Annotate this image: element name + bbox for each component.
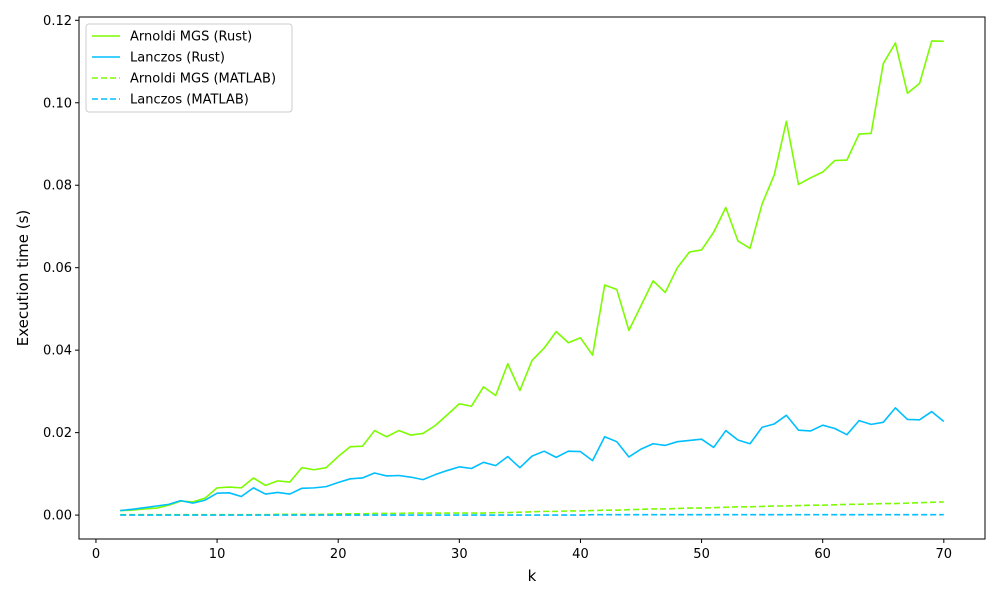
y-tick-label: 0.04 — [43, 344, 72, 359]
y-tick-label: 0.02 — [43, 426, 72, 441]
series-line-lanczos-rust — [120, 407, 945, 512]
y-axis-title: Execution time (s) — [14, 210, 32, 347]
y-tick-label: 0.12 — [43, 14, 72, 29]
axis-ticks: 0 10 20 30 40 50 60 70 0.00 0.02 0.04 0.06 0.08 0.10 0… — [43, 14, 952, 562]
x-tick-label: 0 — [92, 547, 100, 562]
y-tick-label: 0.06 — [43, 261, 72, 276]
series-line-arnoldi-mgs-matlab — [120, 501, 944, 516]
legend-label-arnoldi-mgs-rust: Arnoldi MGS (Rust) — [130, 30, 252, 45]
legend-frame — [85, 23, 293, 113]
plot-lines — [120, 40, 945, 516]
y-tick-label: 0.00 — [43, 509, 72, 524]
series-line-arnoldi-mgs-rust — [120, 40, 944, 512]
x-tick-label: 70 — [936, 547, 953, 562]
plot-area-frame — [78, 16, 986, 540]
y-tick-label: 0.08 — [43, 179, 72, 194]
x-axis-title: k — [528, 567, 537, 585]
legend-label-arnoldi-mgs-matlab: Arnoldi MGS (MATLAB) — [130, 72, 276, 87]
legend-label-lanczos-rust: Lanczos (Rust) — [130, 51, 225, 66]
x-tick-label: 10 — [209, 547, 226, 562]
legend-label-lanczos-matlab: Lanczos (MATLAB) — [130, 93, 249, 108]
legend: Arnoldi MGS (Rust) Lanczos (Rust) Arnoldi … — [85, 23, 293, 113]
x-tick-label: 30 — [451, 547, 468, 562]
x-tick-label: 60 — [814, 547, 831, 562]
y-tick-label: 0.10 — [43, 96, 72, 111]
x-tick-label: 40 — [572, 547, 589, 562]
x-tick-label: 50 — [693, 547, 710, 562]
x-tick-label: 20 — [330, 547, 347, 562]
